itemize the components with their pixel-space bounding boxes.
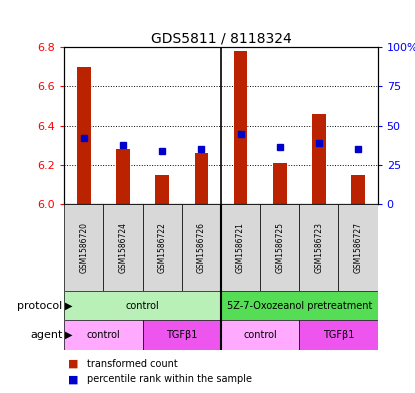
FancyBboxPatch shape bbox=[64, 291, 221, 320]
FancyBboxPatch shape bbox=[299, 320, 378, 350]
FancyBboxPatch shape bbox=[221, 320, 299, 350]
Bar bbox=[351, 175, 365, 204]
Text: agent: agent bbox=[30, 330, 62, 340]
Text: GSM1586723: GSM1586723 bbox=[315, 222, 323, 273]
Bar bbox=[234, 51, 247, 204]
Title: GDS5811 / 8118324: GDS5811 / 8118324 bbox=[151, 32, 291, 46]
Text: protocol: protocol bbox=[17, 301, 62, 310]
FancyBboxPatch shape bbox=[221, 291, 378, 320]
FancyBboxPatch shape bbox=[182, 204, 221, 291]
FancyBboxPatch shape bbox=[103, 204, 143, 291]
Bar bbox=[312, 114, 326, 204]
FancyBboxPatch shape bbox=[260, 204, 299, 291]
Text: control: control bbox=[87, 330, 120, 340]
FancyBboxPatch shape bbox=[143, 320, 221, 350]
Bar bbox=[116, 149, 130, 204]
Text: control: control bbox=[243, 330, 277, 340]
FancyBboxPatch shape bbox=[221, 204, 260, 291]
Bar bbox=[155, 175, 169, 204]
Text: GSM1586720: GSM1586720 bbox=[79, 222, 88, 273]
Text: ■: ■ bbox=[68, 374, 79, 384]
FancyBboxPatch shape bbox=[64, 204, 103, 291]
Text: GSM1586721: GSM1586721 bbox=[236, 222, 245, 273]
Text: GSM1586724: GSM1586724 bbox=[119, 222, 127, 273]
FancyBboxPatch shape bbox=[143, 204, 182, 291]
Text: control: control bbox=[126, 301, 159, 310]
Text: ■: ■ bbox=[68, 358, 79, 369]
Text: GSM1586722: GSM1586722 bbox=[158, 222, 167, 273]
Text: ▶: ▶ bbox=[65, 330, 73, 340]
FancyBboxPatch shape bbox=[64, 320, 143, 350]
Bar bbox=[77, 67, 91, 204]
Text: TGFβ1: TGFβ1 bbox=[166, 330, 198, 340]
FancyBboxPatch shape bbox=[299, 204, 339, 291]
Text: TGFβ1: TGFβ1 bbox=[323, 330, 354, 340]
Text: 5Z-7-Oxozeanol pretreatment: 5Z-7-Oxozeanol pretreatment bbox=[227, 301, 372, 310]
Text: GSM1586727: GSM1586727 bbox=[354, 222, 363, 273]
FancyBboxPatch shape bbox=[339, 204, 378, 291]
Bar bbox=[273, 163, 287, 204]
Text: percentile rank within the sample: percentile rank within the sample bbox=[87, 374, 252, 384]
Text: GSM1586725: GSM1586725 bbox=[275, 222, 284, 273]
Text: GSM1586726: GSM1586726 bbox=[197, 222, 206, 273]
Text: transformed count: transformed count bbox=[87, 358, 178, 369]
Text: ▶: ▶ bbox=[65, 301, 73, 310]
Bar bbox=[195, 153, 208, 204]
